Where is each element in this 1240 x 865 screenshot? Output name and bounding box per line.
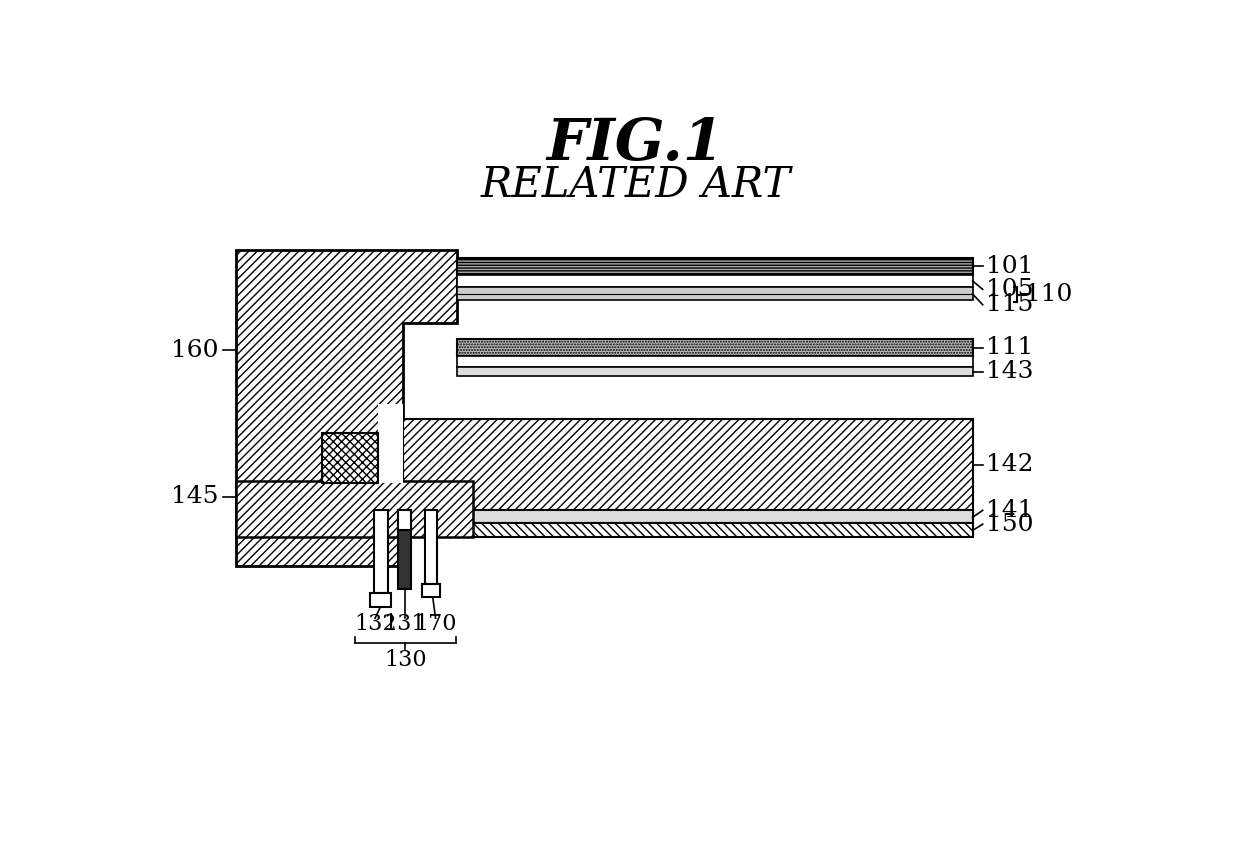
Bar: [398, 510, 410, 529]
Text: FIG.1: FIG.1: [547, 116, 724, 172]
Text: 170: 170: [414, 612, 456, 635]
Text: 115: 115: [986, 293, 1033, 317]
Polygon shape: [237, 250, 458, 566]
Bar: [378, 404, 403, 483]
Text: 142: 142: [986, 453, 1033, 477]
Text: 130: 130: [384, 649, 427, 670]
Bar: [458, 367, 972, 376]
Text: RELATED ART: RELATED ART: [480, 163, 791, 206]
Bar: [458, 339, 972, 356]
Bar: [403, 523, 972, 536]
Text: 105: 105: [986, 278, 1033, 301]
Text: 131: 131: [383, 612, 425, 635]
Bar: [403, 510, 972, 523]
Bar: [424, 510, 436, 584]
Text: 143: 143: [986, 360, 1033, 383]
Bar: [458, 356, 972, 367]
Text: 132: 132: [353, 612, 397, 635]
Bar: [458, 287, 972, 300]
Bar: [373, 510, 387, 593]
Bar: [458, 275, 972, 287]
Bar: [398, 510, 410, 589]
Text: 111: 111: [986, 336, 1033, 359]
Text: 145: 145: [171, 485, 218, 508]
Text: 110: 110: [1025, 283, 1073, 306]
Bar: [371, 593, 391, 606]
Polygon shape: [237, 481, 472, 536]
Bar: [422, 584, 440, 598]
Text: 160: 160: [171, 339, 218, 362]
Bar: [321, 433, 378, 483]
Bar: [458, 258, 972, 275]
Bar: [403, 420, 972, 510]
Text: 141: 141: [986, 499, 1033, 522]
Text: 150: 150: [986, 513, 1033, 535]
Text: 101: 101: [986, 255, 1033, 278]
